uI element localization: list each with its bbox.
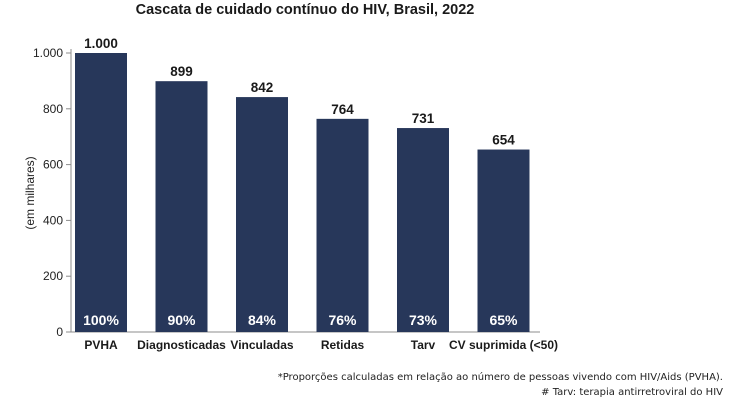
bar (75, 53, 127, 332)
bar-value-label: 842 (251, 80, 274, 95)
bar (155, 81, 208, 332)
bar-percent-label: 100% (83, 312, 119, 328)
bars: 1.000 100% PVHA 899 90% Diagnosticadas 842 84% V… (75, 36, 558, 352)
bar-percent-label: 65% (489, 312, 518, 328)
bar (477, 149, 530, 332)
footnote-tarv: # Tarv: terapia antirretroviral do HIV (541, 387, 723, 398)
y-tick-label: 200 (43, 269, 63, 283)
bar-value-label: 731 (412, 111, 435, 126)
bar-value-label: 1.000 (84, 36, 118, 51)
y-tick-label: 1.000 (33, 46, 63, 60)
chart-title: Cascata de cuidado contínuo do HIV, Bras… (135, 2, 475, 18)
y-tick-label: 400 (43, 213, 63, 227)
bar-chart: (em milhares) 0 200 400 600 800 1.000 1.000 10… (23, 36, 558, 352)
bar-percent-label: 90% (167, 312, 196, 328)
category-label: PVHA (84, 338, 118, 352)
category-label: Diagnosticadas (137, 338, 226, 352)
bar (397, 128, 449, 332)
category-label: Retidas (321, 338, 365, 352)
category-label: Vinculadas (230, 338, 293, 352)
y-axis-label: (em milhares) (23, 156, 37, 229)
y-tick-label: 0 (56, 325, 63, 339)
bar-value-label: 764 (331, 102, 354, 117)
y-tick-label: 800 (43, 102, 63, 116)
bar-percent-label: 76% (328, 312, 357, 328)
bar (316, 118, 369, 333)
footnotes: *Proporções calculadas em relação ao núm… (278, 370, 723, 400)
category-label: CV suprimida (<50) (449, 338, 558, 352)
bar-value-label: 654 (492, 133, 515, 148)
bar-percent-label: 84% (248, 312, 277, 328)
bar-value-label: 899 (170, 64, 193, 79)
bar-percent-label: 73% (409, 312, 438, 328)
category-label: Tarv (411, 338, 436, 352)
y-axis: 0 200 400 600 800 1.000 (33, 46, 540, 339)
footnote-proportions: *Proporções calculadas em relação ao núm… (277, 372, 723, 383)
y-tick-label: 600 (43, 158, 63, 172)
bar (236, 97, 288, 332)
